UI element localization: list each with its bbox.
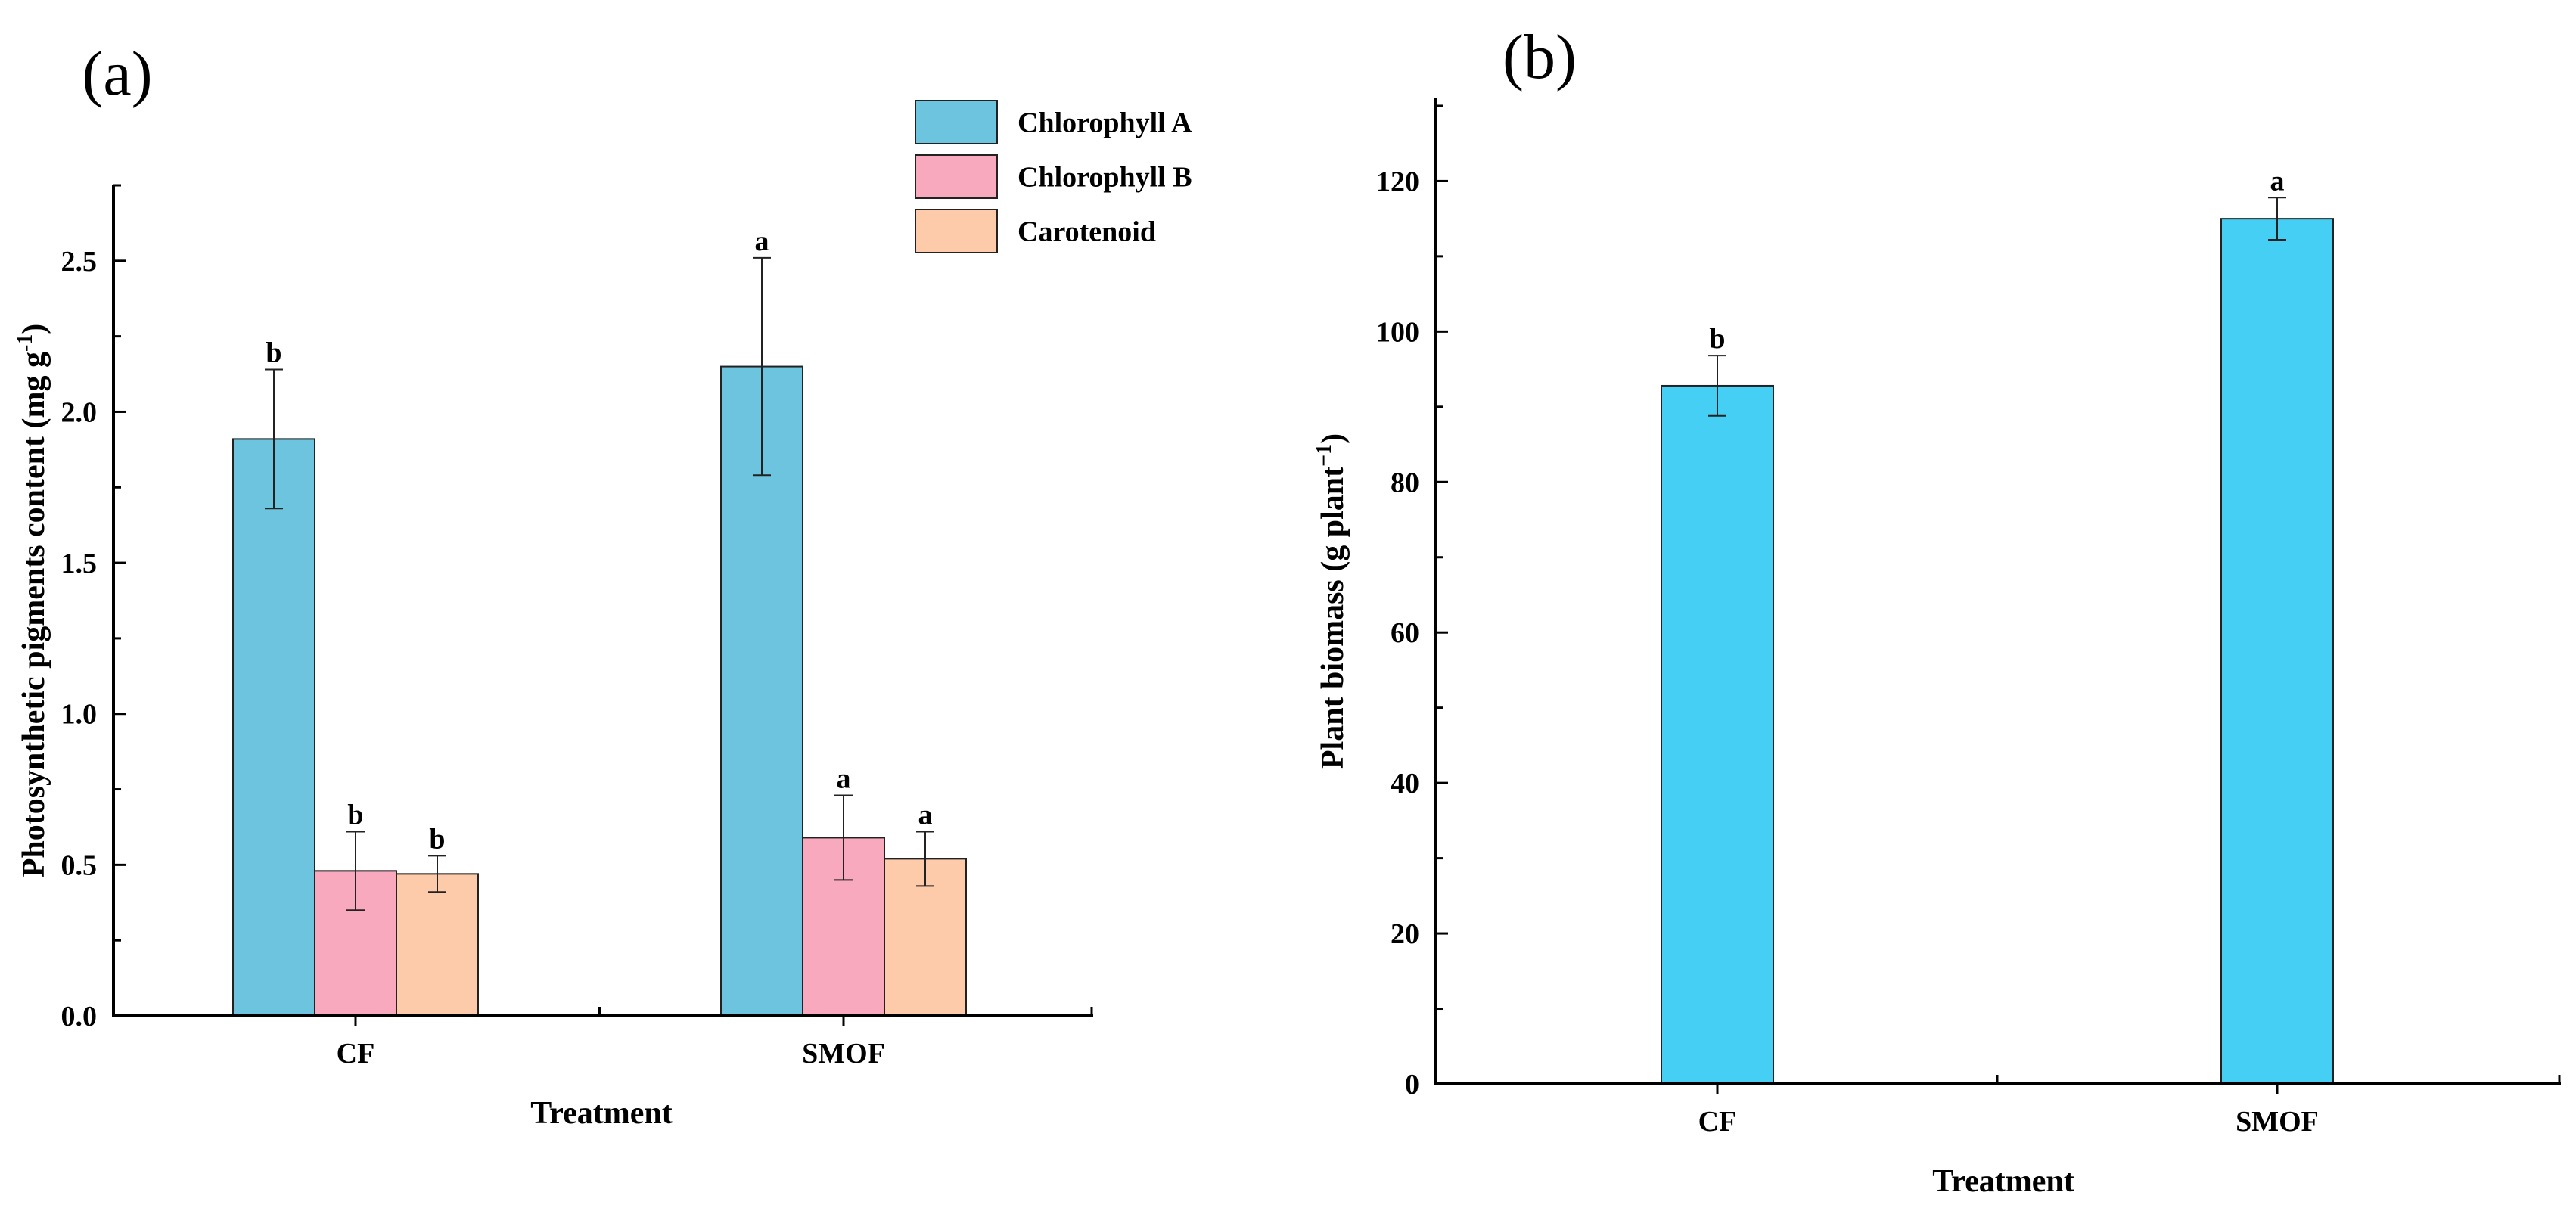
bar: [396, 873, 479, 1017]
y-tick-label: 20: [1391, 918, 1419, 950]
y-axis-title: Photosynthetic pigments content (mg g-1): [14, 324, 51, 878]
bar: [232, 438, 315, 1017]
significance-letter: b: [266, 337, 281, 369]
legend-label: Chlorophyll A: [1018, 107, 1192, 139]
panel-label: (b): [1502, 22, 1577, 92]
x-tick-label: CF: [337, 1038, 375, 1070]
y-tick-label: 80: [1391, 467, 1419, 498]
chart-a-photosynthetic-pigments: (a) b a b a b a 0.0 0.5 1.0 1.5 2.0 2.5 CF SMOF Treatme…: [14, 39, 1192, 1131]
legend-label: Carotenoid: [1018, 216, 1156, 248]
y-tick-label: 1.5: [61, 548, 98, 579]
y-tick-label: 60: [1391, 617, 1419, 649]
significance-letter: a: [2270, 165, 2285, 197]
significance-letter: b: [429, 823, 445, 855]
y-tick-label: 1.0: [61, 699, 98, 731]
significance-letter: a: [918, 799, 933, 831]
y-tick-label: 40: [1391, 768, 1419, 800]
x-tick-label: SMOF: [802, 1038, 885, 1070]
significance-letter: b: [347, 799, 363, 831]
y-tick-label: 0: [1405, 1069, 1419, 1101]
significance-letter: a: [755, 225, 769, 257]
bar: [2220, 218, 2334, 1085]
bar: [1661, 384, 1774, 1085]
legend-swatch: [915, 154, 998, 199]
y-tick-label: 120: [1376, 166, 1419, 197]
y-tick-label: 2.0: [61, 396, 98, 428]
x-axis-title: Treatment: [1932, 1164, 2074, 1199]
chart-b-plant-biomass: (b) b a 0 20 40 60 80 100 120 CF SMOF Treatment Plant…: [1313, 22, 2561, 1199]
legend-swatch: [915, 100, 998, 144]
legend-swatch: [915, 209, 998, 253]
y-tick-label: 0.5: [61, 849, 98, 881]
significance-letter: b: [1709, 323, 1725, 355]
x-axis-title: Treatment: [530, 1096, 672, 1131]
y-tick-label: 100: [1376, 316, 1419, 348]
y-axis-title: Plant biomass (g plant−1): [1313, 433, 1350, 769]
significance-letter: a: [837, 763, 851, 795]
panel-label: (a): [82, 39, 152, 109]
y-tick-label: 0.0: [61, 1001, 98, 1032]
legend-label: Chlorophyll B: [1018, 162, 1192, 194]
y-tick-label: 2.5: [61, 246, 98, 278]
x-tick-label: SMOF: [2236, 1106, 2319, 1138]
x-tick-label: CF: [1698, 1106, 1737, 1138]
